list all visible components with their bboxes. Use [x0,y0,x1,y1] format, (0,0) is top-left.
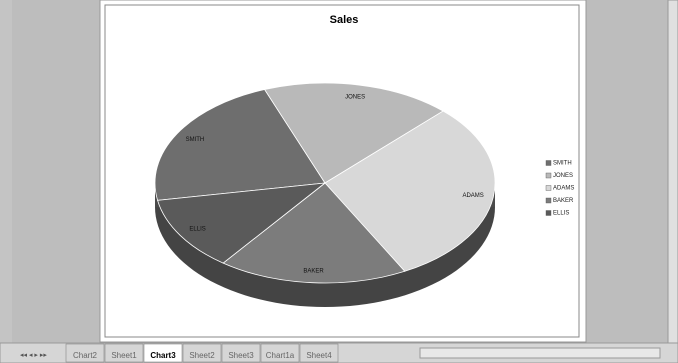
pie-slice [157,182,327,264]
pie-slice [263,82,444,184]
sheet-tabs: Chart2 Sheet1 Chart3 Sheet2 Sheet3 Chart1a She… [65,343,339,363]
sheet-tab[interactable] [221,343,261,363]
legend-swatch [545,210,552,216]
vertical-scrollbar[interactable] [667,0,678,344]
sheet-tab[interactable] [260,343,300,363]
legend-label: SMITH [553,161,572,167]
legend-swatch [545,197,552,204]
slice-label: JONES [345,94,365,100]
legend-label: JONES [553,173,573,179]
legend-swatch [545,160,552,166]
sheet-tab-label[interactable]: Sheet2 [189,351,215,360]
legend: SMITH JONES ADAMS BAKER ELLIS [545,160,574,217]
sheet-tab-label[interactable]: Chart1a [266,351,295,360]
legend-label: ADAMS [553,186,574,192]
sheet-tab-label[interactable]: Sheet1 [111,351,137,360]
sheet-tab[interactable] [182,343,222,363]
pie: SMITH JONES ADAMS BAKER ELLIS [154,82,496,307]
sheet-tab-label[interactable]: Sheet4 [306,351,332,360]
sheet-tab[interactable] [104,343,144,363]
pie-slice [324,110,496,272]
slice-label: BAKER [303,268,324,274]
pie-slice [222,182,406,284]
sheet-tab[interactable] [299,343,339,363]
sheet-tab-label[interactable]: Sheet3 [228,351,254,360]
slice-label: SMITH [186,137,205,143]
legend-swatch [545,185,552,191]
slice-label: ELLIS [189,227,205,233]
chart-title: Sales [330,14,359,26]
legend-swatch [545,172,552,179]
sheet-tab[interactable] [143,343,183,363]
slice-label: ADAMS [462,193,483,199]
sheet-tab[interactable] [65,343,105,363]
sheet-tab-label[interactable]: Chart2 [73,351,98,360]
horizontal-scrollbar[interactable] [419,347,661,359]
legend-label: BAKER [553,198,574,204]
legend-label: ELLIS [553,211,569,217]
tab-nav[interactable]: ◂◂ ◂ ▸ ▸▸ [20,352,47,359]
sheet-tab-label[interactable]: Chart3 [150,351,176,360]
